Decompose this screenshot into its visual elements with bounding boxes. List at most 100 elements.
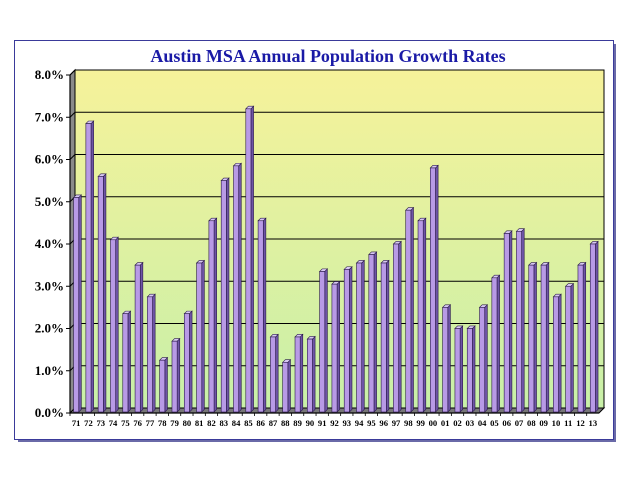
bar-side xyxy=(115,236,119,413)
bar-side xyxy=(324,268,328,413)
bar-side xyxy=(349,266,353,413)
bar-96 xyxy=(380,259,390,413)
bar-front xyxy=(503,233,510,413)
bar-side xyxy=(509,230,513,413)
bar-side xyxy=(287,358,291,413)
bar-11 xyxy=(564,282,575,413)
bar-side xyxy=(521,228,525,413)
bar-01 xyxy=(441,304,452,413)
y-tick-label: 0.0% xyxy=(35,405,64,420)
x-tick-label: 83 xyxy=(219,418,228,428)
bar-front xyxy=(368,254,375,413)
bar-75 xyxy=(122,310,132,413)
x-tick-label: 06 xyxy=(502,418,511,428)
bar-side xyxy=(275,333,279,413)
bar-front xyxy=(270,336,276,413)
bar-front xyxy=(307,338,313,413)
y-tick-label: 4.0% xyxy=(35,236,64,251)
bar-side xyxy=(447,304,451,413)
x-tick-label: 72 xyxy=(84,418,93,428)
bar-02 xyxy=(454,325,464,413)
bar-08 xyxy=(528,261,538,413)
bar-13 xyxy=(589,240,599,413)
bar-78 xyxy=(158,356,169,413)
bar-front xyxy=(208,220,215,413)
x-tick-label: 96 xyxy=(379,418,388,428)
bar-side xyxy=(201,259,205,413)
gridline-side xyxy=(69,69,76,76)
x-tick-label: 79 xyxy=(170,418,179,428)
x-tick-label: 02 xyxy=(453,418,462,428)
x-tick-label: 89 xyxy=(293,418,302,428)
bar-91 xyxy=(318,268,329,413)
bar-side xyxy=(103,173,107,413)
bar-76 xyxy=(134,261,144,413)
bar-front xyxy=(565,285,572,413)
bar-side xyxy=(582,261,587,413)
bar-front xyxy=(466,328,473,413)
bar-front xyxy=(233,165,239,413)
bar-side xyxy=(262,217,267,413)
bar-81 xyxy=(195,259,206,413)
bar-95 xyxy=(368,251,378,413)
gridline-side xyxy=(69,111,76,118)
bar-front xyxy=(393,243,399,413)
x-tick-label: 76 xyxy=(133,418,142,428)
x-tick-label: 12 xyxy=(576,418,585,428)
bar-front xyxy=(442,307,449,413)
bar-front xyxy=(319,271,326,413)
bar-side xyxy=(127,310,131,413)
x-tick-label: 93 xyxy=(343,418,352,428)
bar-side xyxy=(299,333,304,413)
bar-94 xyxy=(355,259,366,413)
bar-side xyxy=(533,261,537,413)
bar-85 xyxy=(245,105,255,413)
y-tick-label: 3.0% xyxy=(35,278,64,293)
bar-side xyxy=(373,251,377,413)
bar-79 xyxy=(171,337,181,413)
bar-side xyxy=(90,120,94,413)
bar-82 xyxy=(208,217,218,413)
bar-side xyxy=(139,261,144,413)
bar-side xyxy=(410,206,414,413)
bar-side xyxy=(312,335,316,413)
bar-side xyxy=(250,105,254,413)
bar-side xyxy=(558,293,562,413)
x-tick-label: 82 xyxy=(207,418,216,428)
y-tick-label: 6.0% xyxy=(35,152,64,167)
bar-side xyxy=(78,194,82,413)
bar-front xyxy=(294,336,301,413)
bar-03 xyxy=(466,325,476,413)
bar-71 xyxy=(72,194,83,413)
bar-side xyxy=(152,293,156,413)
bar-73 xyxy=(97,173,107,413)
bar-87 xyxy=(269,333,279,413)
x-tick-label: 99 xyxy=(416,418,425,428)
x-tick-label: 84 xyxy=(232,418,241,428)
x-tick-label: 03 xyxy=(466,418,475,428)
bar-97 xyxy=(392,240,402,413)
bar-front xyxy=(171,340,178,413)
bar-side xyxy=(164,356,168,413)
bar-front xyxy=(134,264,141,413)
x-tick-label: 95 xyxy=(367,418,376,428)
x-tick-label: 81 xyxy=(195,418,204,428)
bar-92 xyxy=(331,280,341,413)
bar-00 xyxy=(429,164,439,413)
x-tick-label: 77 xyxy=(146,418,155,428)
bar-front xyxy=(331,283,338,413)
bar-side xyxy=(472,325,476,413)
bar-front xyxy=(491,277,498,413)
x-tick-label: 71 xyxy=(72,418,81,428)
gridline-side xyxy=(69,154,76,160)
bar-front xyxy=(405,209,412,413)
x-tick-label: 92 xyxy=(330,418,339,428)
bar-side xyxy=(176,337,181,413)
bar-89 xyxy=(294,333,304,413)
x-tick-label: 10 xyxy=(552,418,561,428)
bar-front xyxy=(479,307,486,413)
bar-83 xyxy=(220,177,230,413)
x-tick-label: 74 xyxy=(109,418,118,428)
x-tick-label: 00 xyxy=(429,418,438,428)
